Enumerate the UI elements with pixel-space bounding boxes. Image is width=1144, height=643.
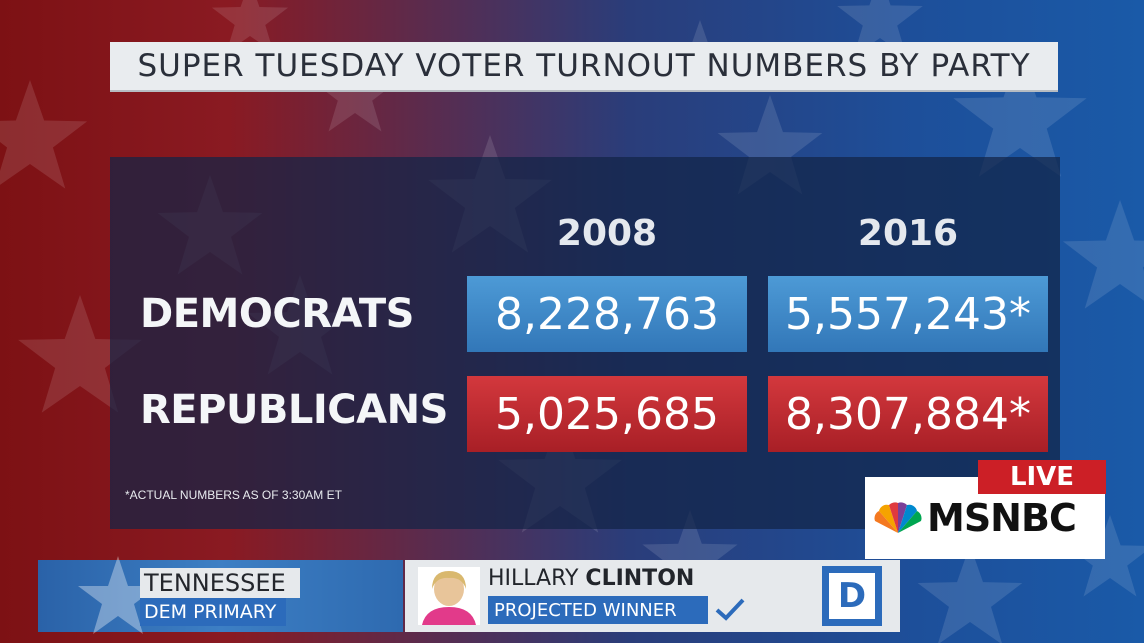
row-label-republicans: REPUBLICANS <box>140 387 448 433</box>
candidate-name: HILLARY CLINTON <box>488 566 694 591</box>
network-name: MSNBC <box>927 496 1077 540</box>
cell-democrats-2016: 5,557,243* <box>768 276 1048 352</box>
cell-republicans-2016: 8,307,884* <box>768 376 1048 452</box>
avatar <box>418 567 480 625</box>
party-letter: D <box>829 573 875 619</box>
live-badge: LIVE <box>978 460 1106 494</box>
row-label-democrats: DEMOCRATS <box>140 291 414 337</box>
winner-status: PROJECTED WINNER <box>488 596 708 624</box>
peacock-icon <box>874 502 922 533</box>
page-title-bar: SUPER TUESDAY VOTER TURNOUT NUMBERS BY P… <box>110 42 1058 92</box>
party-badge: D <box>822 566 882 626</box>
footnote: *ACTUAL NUMBERS AS OF 3:30AM ET <box>125 488 342 502</box>
year-header-2016: 2016 <box>857 213 959 254</box>
cell-democrats-2008: 8,228,763 <box>467 276 747 352</box>
year-header-2008: 2008 <box>556 213 658 254</box>
candidate-first-name: HILLARY <box>488 566 579 591</box>
star-icon <box>78 556 158 634</box>
race-type: DEM PRIMARY <box>140 598 286 626</box>
candidate-last-name: CLINTON <box>585 566 695 591</box>
checkmark-icon <box>715 598 745 621</box>
cell-republicans-2008: 5,025,685 <box>467 376 747 452</box>
state-name: TENNESSEE <box>140 568 300 598</box>
page-title: SUPER TUESDAY VOTER TURNOUT NUMBERS BY P… <box>137 48 1031 84</box>
